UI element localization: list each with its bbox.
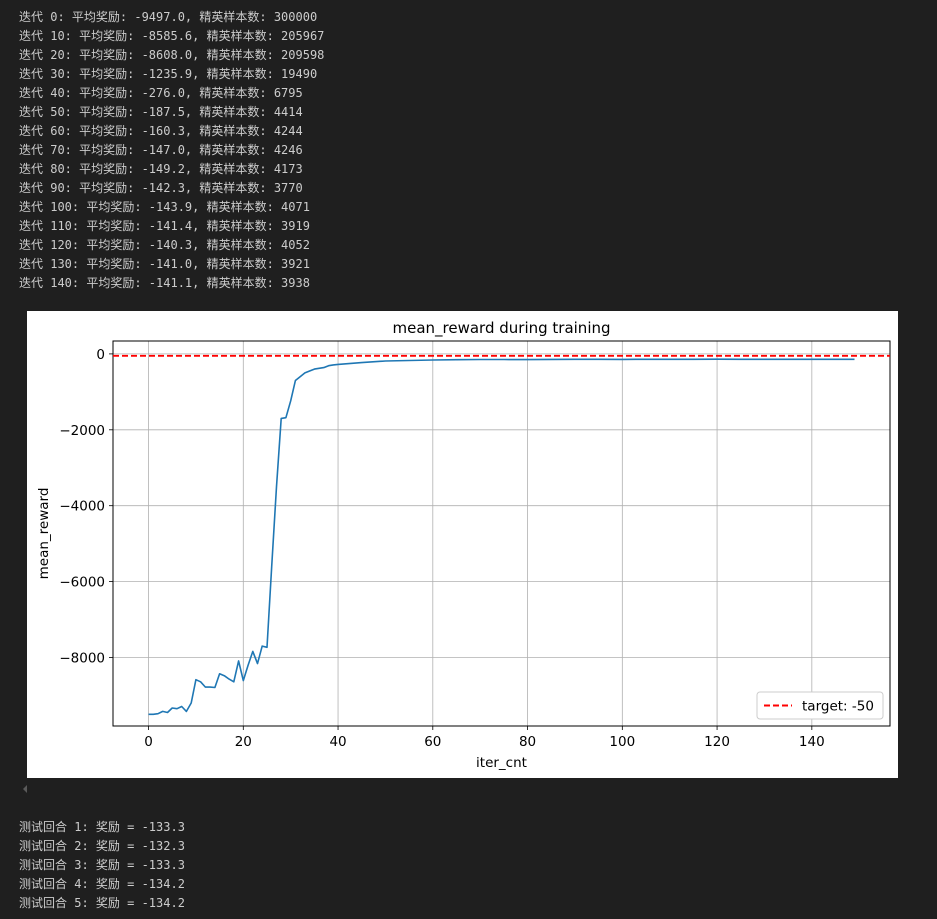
log-line: 测试回合 5: 奖励 = -134.2 xyxy=(19,896,185,910)
chart-output-panel: 0 20 40 60 80 100 120 140 0 −2000 −4000 −6000 −8000 … xyxy=(27,311,898,778)
log-line: 迭代 110: 平均奖励: -141.4, 精英样本数: 3919 xyxy=(19,219,310,233)
training-log-output: 迭代 0: 平均奖励: -9497.0, 精英样本数: 300000 迭代 10:… xyxy=(19,8,324,293)
log-line: 迭代 70: 平均奖励: -147.0, 精英样本数: 4246 xyxy=(19,143,303,157)
log-line: 迭代 60: 平均奖励: -160.3, 精英样本数: 4244 xyxy=(19,124,303,138)
log-line: 迭代 130: 平均奖励: -141.0, 精英样本数: 3921 xyxy=(19,257,310,271)
log-line: 迭代 90: 平均奖励: -142.3, 精英样本数: 3770 xyxy=(19,181,303,195)
x-axis-label: iter_cnt xyxy=(476,755,527,771)
log-line: 迭代 140: 平均奖励: -141.1, 精英样本数: 3938 xyxy=(19,276,310,290)
log-line: 迭代 10: 平均奖励: -8585.6, 精英样本数: 205967 xyxy=(19,29,325,43)
x-tick-label: 60 xyxy=(424,734,441,750)
log-line: 测试回合 3: 奖励 = -133.3 xyxy=(19,858,185,872)
axes-frame xyxy=(112,340,891,727)
chart-title: mean_reward during training xyxy=(392,319,610,338)
x-tick-label: 80 xyxy=(519,734,536,750)
x-tick-label: 40 xyxy=(329,734,346,750)
x-tick-label: 120 xyxy=(704,734,730,750)
x-tick-label: 0 xyxy=(144,734,153,750)
log-line: 迭代 50: 平均奖励: -187.5, 精英样本数: 4414 xyxy=(19,105,303,119)
log-line: 迭代 80: 平均奖励: -149.2, 精英样本数: 4173 xyxy=(19,162,303,176)
log-line: 测试回合 1: 奖励 = -133.3 xyxy=(19,820,185,834)
legend-target-label: target: -50 xyxy=(802,699,874,715)
test-log-output: 测试回合 1: 奖励 = -133.3 测试回合 2: 奖励 = -132.3 测试… xyxy=(19,818,185,913)
log-line: 迭代 30: 平均奖励: -1235.9, 精英样本数: 19490 xyxy=(19,67,318,81)
x-tick-label: 20 xyxy=(235,734,252,750)
log-line: 迭代 40: 平均奖励: -276.0, 精英样本数: 6795 xyxy=(19,86,303,100)
y-tick-label: −6000 xyxy=(59,575,105,591)
log-line: 迭代 20: 平均奖励: -8608.0, 精英样本数: 209598 xyxy=(19,48,325,62)
y-tick-label: −8000 xyxy=(59,651,105,667)
legend-box xyxy=(756,691,884,720)
x-tick-label: 100 xyxy=(609,734,635,750)
axis-ticks: 0 20 40 60 80 100 120 140 0 −2000 −4000 −6000 −8000 xyxy=(59,347,824,750)
scroll-left-arrow-icon[interactable] xyxy=(23,785,27,793)
y-tick-label: −2000 xyxy=(59,423,105,439)
log-line: 迭代 100: 平均奖励: -143.9, 精英样本数: 4071 xyxy=(19,200,310,214)
log-line: 测试回合 2: 奖励 = -132.3 xyxy=(19,839,185,853)
series-layer xyxy=(113,354,890,716)
log-line: 迭代 120: 平均奖励: -140.3, 精英样本数: 4052 xyxy=(19,238,310,252)
chart-legend: target: -50 xyxy=(756,691,884,720)
y-tick-label: 0 xyxy=(96,347,105,363)
y-axis-label: mean_reward xyxy=(36,488,52,580)
mean-reward-line xyxy=(148,358,855,716)
log-line: 测试回合 4: 奖励 = -134.2 xyxy=(19,877,185,891)
y-tick-label: −4000 xyxy=(59,499,105,515)
grid-lines xyxy=(113,341,890,726)
log-line: 迭代 0: 平均奖励: -9497.0, 精英样本数: 300000 xyxy=(19,10,318,24)
mean-reward-chart: 0 20 40 60 80 100 120 1400−2000−4000−6000−8000 … xyxy=(36,319,891,771)
x-tick-label: 140 xyxy=(799,734,825,750)
